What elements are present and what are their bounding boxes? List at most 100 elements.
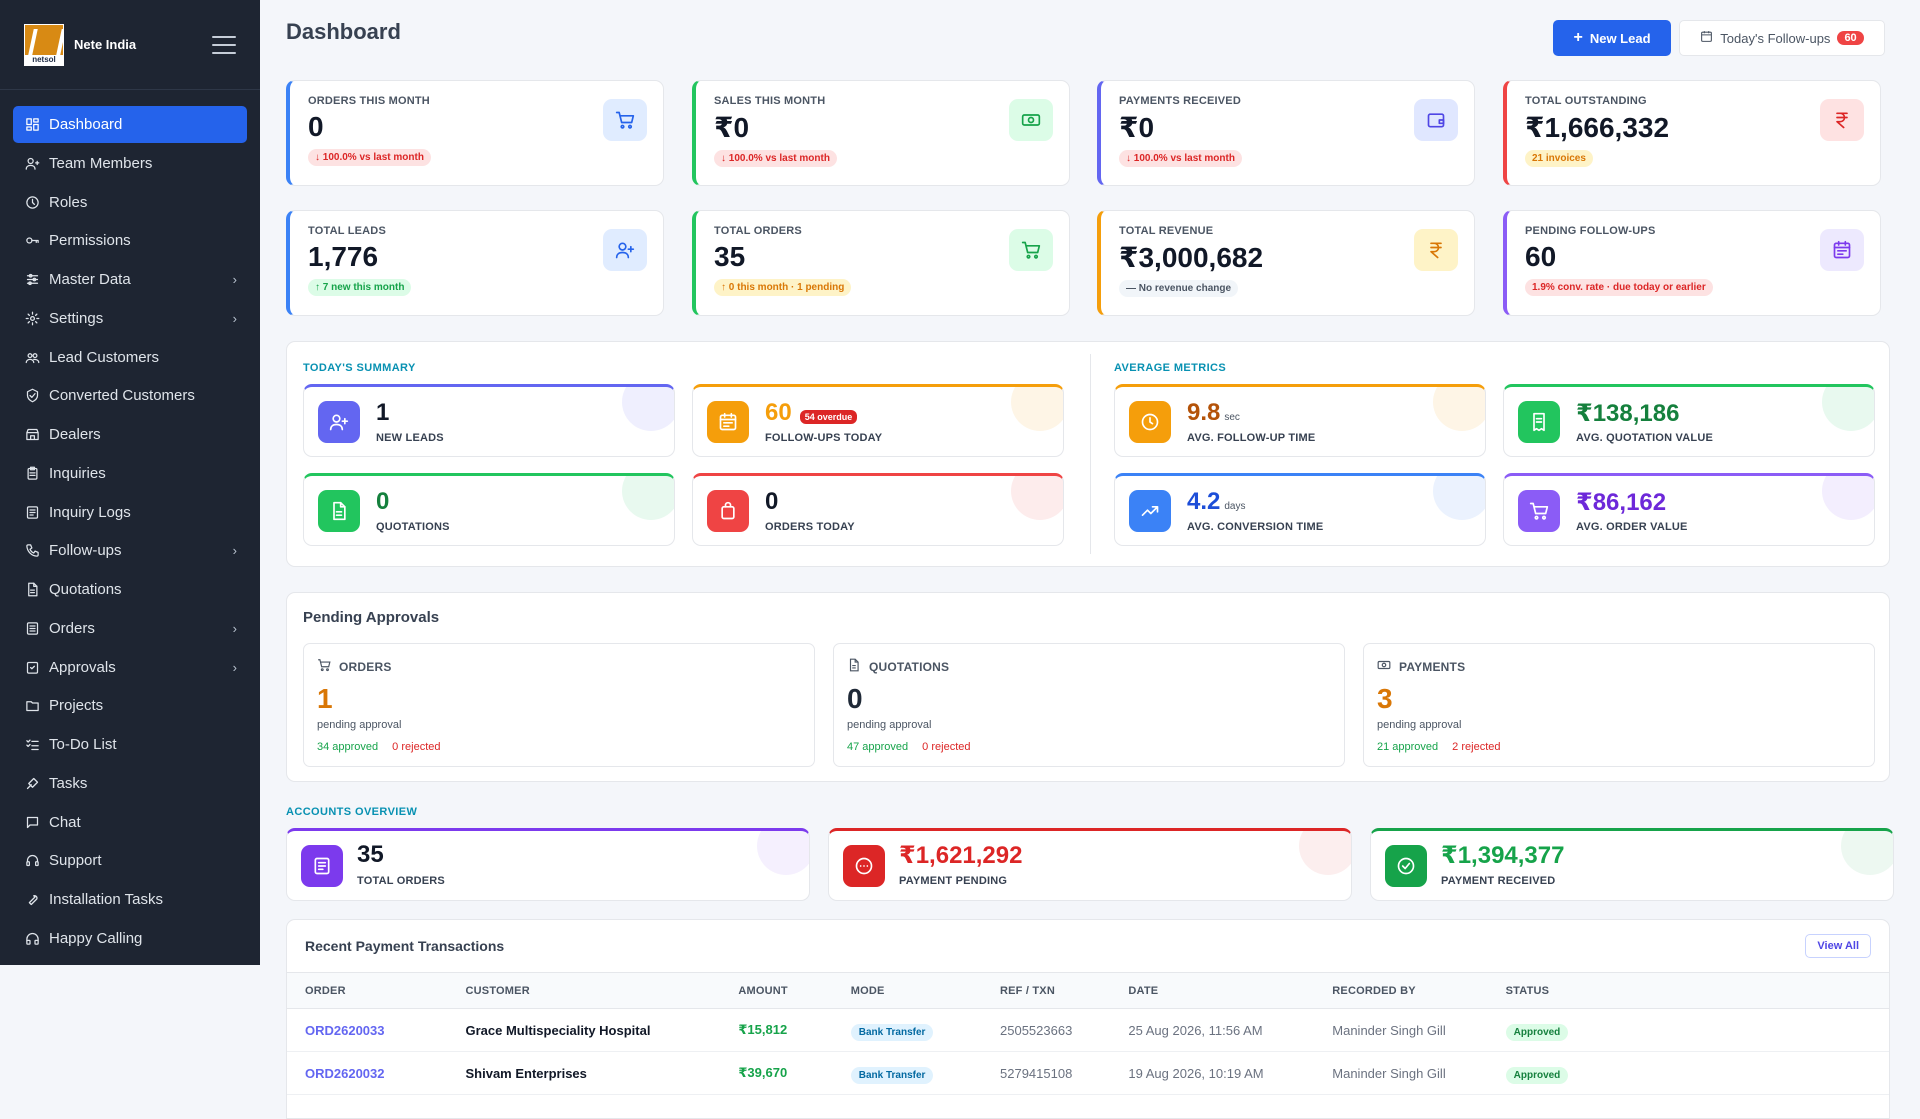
approval-head: ORDERS: [317, 658, 801, 675]
sidebar-item-lead-customers[interactable]: Lead Customers: [13, 339, 247, 376]
tile-value: 0: [765, 488, 779, 515]
brand-name: Nete India: [74, 37, 137, 52]
sidebar-item-dealers[interactable]: Dealers: [13, 416, 247, 453]
stat-card[interactable]: TOTAL REVENUE ₹3,000,682 — No revenue chan…: [1097, 210, 1475, 316]
amount: ₹39,670: [738, 1065, 788, 1080]
sidebar-item-support[interactable]: Support: [13, 842, 247, 879]
hamburger-menu-icon[interactable]: [212, 35, 236, 54]
column-header[interactable]: REF / TXN: [982, 972, 1111, 1009]
pending-approvals-title: Pending Approvals: [303, 609, 440, 626]
sidebar-item-quotations[interactable]: Quotations: [13, 571, 247, 608]
account-decoration: [757, 831, 809, 875]
column-header[interactable]: MODE: [832, 972, 982, 1009]
headphones-icon: [23, 929, 41, 947]
mode-pill: Bank Transfer: [850, 1066, 934, 1084]
cart-icon: [603, 99, 647, 141]
stat-card[interactable]: PAYMENTS RECEIVED ₹0 ↓ 100.0% vs last mont…: [1097, 80, 1475, 186]
user-plus-icon: [318, 401, 360, 443]
headset-icon: [23, 852, 41, 870]
stat-card[interactable]: PENDING FOLLOW-UPS 60 1.9% conv. rate · du…: [1503, 210, 1881, 316]
stat-label: ORDERS THIS MONTH: [308, 95, 430, 107]
sidebar-item-roles[interactable]: Roles: [13, 184, 247, 221]
todays-followups-button[interactable]: Today's Follow-ups 60: [1679, 20, 1885, 56]
sidebar-item-dashboard[interactable]: Dashboard: [13, 106, 247, 143]
sidebar-item-chat[interactable]: Chat: [13, 804, 247, 841]
sidebar-item-happy-calling[interactable]: Happy Calling: [13, 920, 247, 957]
table-row[interactable]: ORD2620033 Grace Multispeciality Hospital…: [287, 1008, 1889, 1052]
summary-divider: [1090, 354, 1091, 554]
company-logo[interactable]: netsol: [24, 23, 64, 66]
ref-txn: 5279415108: [1000, 1065, 1073, 1081]
sidebar-item-orders[interactable]: Orders ›: [13, 610, 247, 647]
column-header[interactable]: CUSTOMER: [447, 972, 721, 1009]
tile-label: NEW LEADS: [376, 432, 444, 444]
sidebar-item-inquiries[interactable]: Inquiries: [13, 455, 247, 492]
dots-circle-icon: [843, 845, 885, 887]
sidebar-item-permissions[interactable]: Permissions: [13, 222, 247, 259]
dashboard-icon: [23, 116, 41, 134]
column-header[interactable]: ORDER: [287, 972, 448, 1009]
column-header[interactable]: DATE: [1110, 972, 1315, 1009]
summary-tile[interactable]: 0 QUOTATIONS: [303, 473, 675, 546]
table-row[interactable]: ORD2620032 Shivam Enterprises ₹39,670 Bank …: [287, 1051, 1889, 1095]
stat-card[interactable]: ORDERS THIS MONTH 0 ↓ 100.0% vs last month: [286, 80, 664, 186]
sidebar-item-approvals[interactable]: Approvals ›: [13, 649, 247, 686]
column-header[interactable]: AMOUNT: [720, 972, 833, 1009]
new-lead-button[interactable]: + New Lead: [1553, 20, 1671, 56]
sidebar-item-label: Chat: [49, 813, 81, 831]
account-value: ₹1,394,377: [1441, 842, 1565, 869]
sidebar-item-label: Inquiry Logs: [49, 503, 131, 521]
sidebar-item-projects[interactable]: Projects: [13, 687, 247, 724]
status-badge: Approved: [1505, 1023, 1569, 1041]
tile-value-row: 1: [376, 399, 389, 427]
stat-card[interactable]: TOTAL ORDERS 35 ↑ 0 this month · 1 pending: [692, 210, 1070, 316]
column-header[interactable]: STATUS: [1487, 972, 1889, 1009]
order-link[interactable]: ORD2620033: [305, 1022, 385, 1038]
sidebar-item-converted-customers[interactable]: Converted Customers: [13, 377, 247, 414]
account-card[interactable]: 35 TOTAL ORDERS: [286, 828, 810, 901]
approval-box[interactable]: PAYMENTS 3 pending approval 21 approved 2 re…: [1363, 643, 1875, 767]
approval-box[interactable]: QUOTATIONS 0 pending approval 47 approved 0 …: [833, 643, 1345, 767]
sidebar-item-master-data[interactable]: Master Data ›: [13, 261, 247, 298]
stat-change-pill: — No revenue change: [1119, 280, 1239, 297]
log-icon: [23, 503, 41, 521]
rejected-count: 0 rejected: [922, 741, 971, 753]
column-header[interactable]: RECORDED BY: [1314, 972, 1488, 1009]
summary-tile[interactable]: ₹86,162 AVG. ORDER VALUE: [1503, 473, 1875, 546]
stat-card[interactable]: SALES THIS MONTH ₹0 ↓ 100.0% vs last month: [692, 80, 1070, 186]
summary-tile[interactable]: ₹138,186 AVG. QUOTATION VALUE: [1503, 384, 1875, 457]
overdue-badge: 54 overdue: [799, 410, 858, 424]
approved-count: 21 approved: [1377, 741, 1439, 753]
trend-icon: [1129, 490, 1171, 532]
order-link[interactable]: ORD2620032: [305, 1065, 385, 1081]
sidebar-item-tasks[interactable]: Tasks: [13, 765, 247, 802]
sidebar-item-follow-ups[interactable]: Follow-ups ›: [13, 532, 247, 569]
approval-sub: pending approval: [1377, 719, 1462, 731]
chevron-right-icon: ›: [232, 272, 237, 287]
stat-change-pill: 1.9% conv. rate · due today or earlier: [1525, 279, 1713, 296]
pending-approvals-panel: Pending Approvals ORDERS 1 pending approva…: [286, 592, 1890, 782]
stat-value: 60: [1525, 241, 1557, 272]
summary-tile[interactable]: 0 ORDERS TODAY: [692, 473, 1064, 546]
sidebar-item-settings[interactable]: Settings ›: [13, 300, 247, 337]
sidebar-item-inquiry-logs[interactable]: Inquiry Logs: [13, 494, 247, 531]
rupee-icon: [1414, 229, 1458, 271]
account-card[interactable]: ₹1,394,377 PAYMENT RECEIVED: [1370, 828, 1894, 901]
stat-card[interactable]: TOTAL OUTSTANDING ₹1,666,332 21 invoices: [1503, 80, 1881, 186]
summary-tile[interactable]: 60 54 overdue FOLLOW-UPS TODAY: [692, 384, 1064, 457]
approval-box[interactable]: ORDERS 1 pending approval 34 approved 0 reje…: [303, 643, 815, 767]
stat-change-pill: 21 invoices: [1525, 150, 1593, 167]
mode-pill: Bank Transfer: [850, 1023, 934, 1041]
sidebar-item-installation-tasks[interactable]: Installation Tasks: [13, 881, 247, 918]
account-card[interactable]: ₹1,621,292 PAYMENT PENDING: [828, 828, 1352, 901]
summary-tile[interactable]: 1 NEW LEADS: [303, 384, 675, 457]
view-all-button[interactable]: View All: [1805, 934, 1871, 958]
sidebar-item-to-do-list[interactable]: To-Do List: [13, 726, 247, 763]
brand: netsol Nete India: [0, 0, 260, 90]
followups-label: Today's Follow-ups: [1720, 30, 1831, 46]
tile-value: ₹138,186: [1576, 400, 1680, 427]
summary-tile[interactable]: 9.8 sec AVG. FOLLOW-UP TIME: [1114, 384, 1486, 457]
summary-tile[interactable]: 4.2 days AVG. CONVERSION TIME: [1114, 473, 1486, 546]
stat-card[interactable]: TOTAL LEADS 1,776 ↑ 7 new this month: [286, 210, 664, 316]
sidebar-item-team-members[interactable]: Team Members: [13, 145, 247, 182]
